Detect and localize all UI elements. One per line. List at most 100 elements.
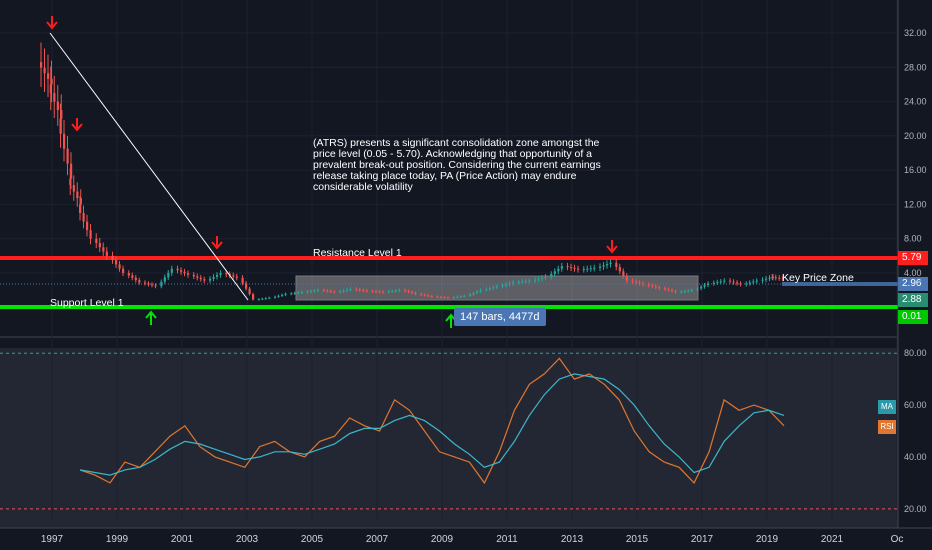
arrow-down-1998-head [71,123,83,132]
arrow-down-2002-head [211,241,223,250]
arrow-down-1997-head [46,21,58,30]
candle-body [593,267,596,269]
candle-body [707,283,710,286]
candle-body [43,67,46,74]
candle-body [187,273,190,275]
candle-body [216,274,219,277]
candle-body [550,273,553,277]
candle-body [232,275,235,277]
time-tick-label: 2007 [366,534,389,545]
candle-body [209,278,212,281]
candle-body [252,294,255,300]
candle-body [317,290,320,292]
candle-body [365,290,368,292]
candle-body [517,282,520,284]
candle-body [212,276,215,279]
support-label: Support Level 1 [50,297,124,309]
candle-body [281,294,284,296]
candle-body [248,288,251,295]
candle-body [391,291,394,293]
candle-body [463,295,466,297]
candle-body [355,289,358,291]
candle-body [297,292,300,294]
rsi-panel [0,348,898,528]
candle-body [618,267,621,272]
candle-body [127,273,130,276]
candle-body [553,271,556,274]
candle-body [521,281,524,283]
resistance-price-tag: 5.79 [898,251,928,265]
candle-body [154,285,157,287]
candle-body [95,238,98,243]
candle-body [625,275,628,281]
price-tick-label: 16.00 [904,165,927,175]
candle-body [436,296,439,298]
candle-body [310,291,313,293]
price-tick-label: 28.00 [904,62,927,72]
candle-body [752,281,755,283]
candle-body [257,299,260,301]
candle-body [196,276,199,278]
candle-body [479,290,482,292]
candle-body [771,276,774,278]
candle-body [411,292,414,293]
candle-body [476,291,479,293]
candle-body [72,185,75,192]
candle-body [56,101,59,111]
candle-body [651,285,654,287]
candle-body [582,269,585,271]
ma-legend[interactable]: MA [878,400,896,414]
key-zone-bar [782,282,898,286]
candle-body [606,264,609,266]
candle-body [745,283,748,285]
candle-body [219,273,222,275]
candle-body [358,289,361,291]
candle-body [339,291,342,293]
candle-body [183,271,186,274]
candle-body [387,291,390,293]
candle-body [501,285,504,287]
candle-body [642,283,645,285]
rsi-tick-label: 80.00 [904,348,927,358]
candle-body [485,289,488,291]
candle-body [635,281,638,283]
candle-body [170,268,173,273]
candle-body [570,267,573,268]
candle-body [144,282,147,284]
price-tick-label: 12.00 [904,199,927,209]
candle-body [79,198,82,205]
current-price-tag: 2.96 [898,277,928,291]
candle-body [647,284,650,286]
candle-body [440,296,443,298]
secondary-price-tag: 2.88 [898,293,928,307]
trend-line [49,32,249,301]
candle-body [151,284,154,286]
candle-body [300,292,303,293]
candle-body [277,295,280,297]
candle-body [274,296,277,298]
time-tick-label: 2003 [236,534,259,545]
time-tick-label: 2017 [691,534,714,545]
candle-body [638,282,641,284]
candle-body [241,277,244,284]
analysis-note: (ATRS) presents a significant consolidat… [313,137,601,193]
rsi-legend[interactable]: RSI [878,420,896,434]
time-tick-label: 2005 [301,534,324,545]
candle-body [264,298,267,300]
time-tick-label: 2019 [756,534,779,545]
candle-body [674,291,677,293]
candle-body [765,278,768,280]
candle-body [362,290,365,292]
bars-range-badge: 147 bars, 4477d [454,308,546,326]
time-tick-label: 2009 [431,534,454,545]
candle-body [414,292,417,294]
candle-body [53,93,56,102]
candle-body [495,286,498,288]
candle-body [602,265,605,267]
candle-body [398,290,401,292]
rsi-ma-line [79,373,785,476]
candle-body [371,291,374,293]
candle-body [89,230,92,239]
candle-body [427,295,430,297]
